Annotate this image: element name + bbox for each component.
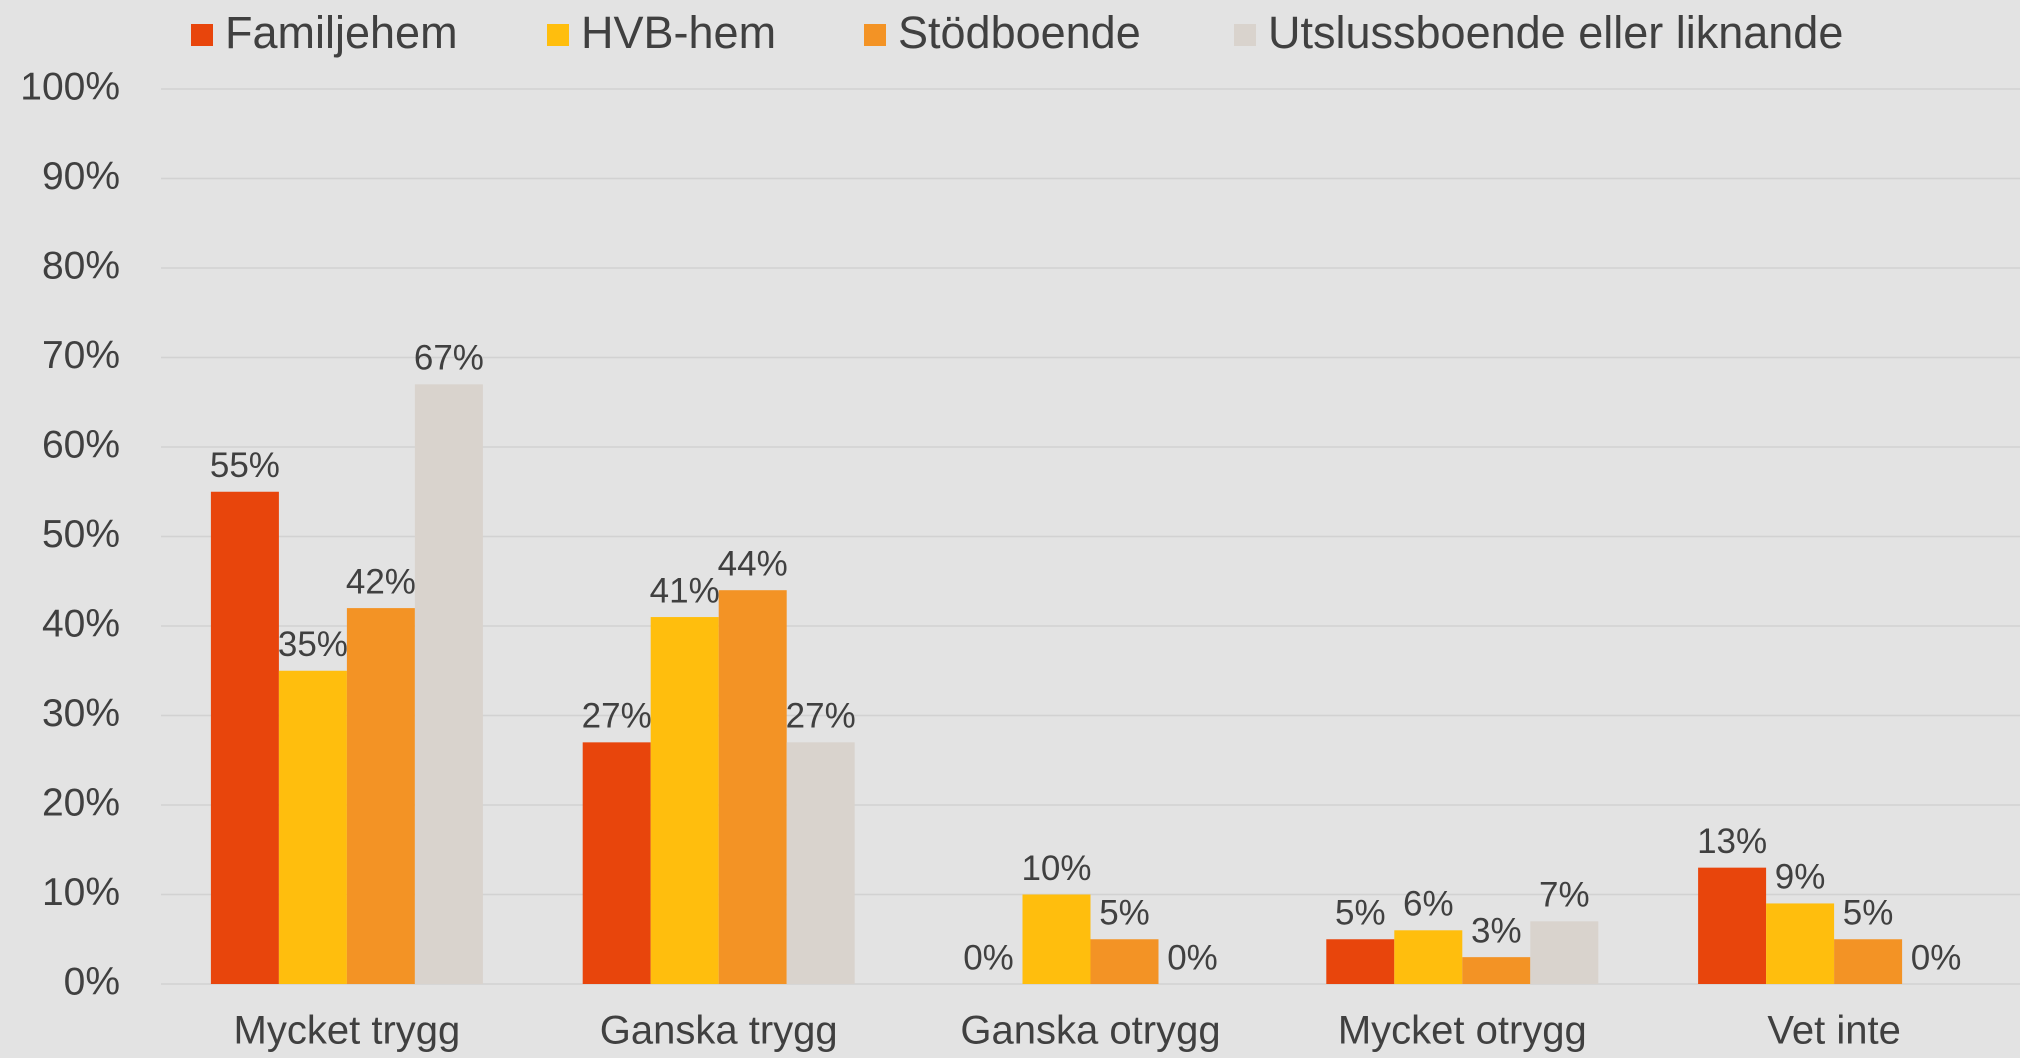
bar: [1326, 939, 1395, 984]
legend-swatch: [191, 24, 213, 46]
bar: [786, 742, 855, 984]
data-label: 6%: [1403, 885, 1454, 924]
y-tick-label: 30%: [42, 692, 120, 735]
x-tick-label: Mycket otrygg: [1338, 1009, 1587, 1053]
y-tick-label: 20%: [42, 781, 120, 824]
bar: [1834, 939, 1903, 984]
x-tick-label: Vet inte: [1767, 1009, 1900, 1053]
data-label: 3%: [1471, 911, 1522, 950]
data-label: 44%: [718, 544, 788, 583]
bar: [210, 491, 279, 984]
legend-label: Familjehem: [225, 7, 458, 58]
legend-label: HVB-hem: [581, 7, 776, 58]
data-label: 7%: [1539, 876, 1590, 915]
bar: [1766, 903, 1835, 984]
bar: [278, 670, 347, 984]
bar: [346, 608, 415, 984]
legend-swatch: [864, 24, 886, 46]
data-label: 27%: [582, 697, 652, 736]
bar: [414, 384, 483, 985]
y-tick-label: 100%: [20, 65, 120, 108]
data-label: 5%: [1099, 894, 1150, 933]
x-tick-label: Ganska trygg: [600, 1009, 838, 1053]
y-tick-label: 70%: [42, 334, 120, 377]
bar: [1022, 894, 1091, 984]
data-label: 5%: [1335, 894, 1386, 933]
y-tick-label: 90%: [42, 155, 120, 198]
data-label: 10%: [1021, 849, 1091, 888]
bar: [582, 742, 651, 984]
data-label: 13%: [1697, 822, 1767, 861]
data-label: 42%: [346, 562, 416, 601]
y-tick-label: 10%: [42, 871, 120, 914]
data-label: 55%: [210, 446, 280, 485]
bar: [1530, 921, 1599, 984]
legend-label: Stödboende: [898, 7, 1141, 58]
legend-swatch: [547, 24, 569, 46]
data-label: 67%: [414, 339, 484, 378]
legend-swatch: [1234, 24, 1256, 46]
bar: [1698, 867, 1767, 984]
data-label: 41%: [650, 571, 720, 610]
y-tick-label: 50%: [42, 513, 120, 556]
x-tick-label: Mycket trygg: [234, 1009, 461, 1053]
data-label: 9%: [1775, 858, 1826, 897]
legend-label: Utslussboende eller liknande: [1268, 7, 1843, 58]
y-tick-label: 80%: [42, 244, 120, 287]
data-label: 0%: [963, 938, 1014, 977]
y-tick-label: 60%: [42, 423, 120, 466]
data-label: 35%: [278, 625, 348, 664]
bar: [1462, 957, 1531, 984]
bar: [718, 590, 787, 984]
bar: [1090, 939, 1159, 984]
data-label: 0%: [1167, 938, 1218, 977]
bar: [1394, 930, 1463, 984]
data-label: 0%: [1911, 938, 1962, 977]
x-tick-label: Ganska otrygg: [960, 1009, 1220, 1053]
y-tick-label: 0%: [64, 960, 120, 1003]
y-tick-label: 40%: [42, 602, 120, 645]
bar: [650, 617, 719, 984]
data-label: 27%: [786, 697, 856, 736]
data-label: 5%: [1843, 894, 1894, 933]
